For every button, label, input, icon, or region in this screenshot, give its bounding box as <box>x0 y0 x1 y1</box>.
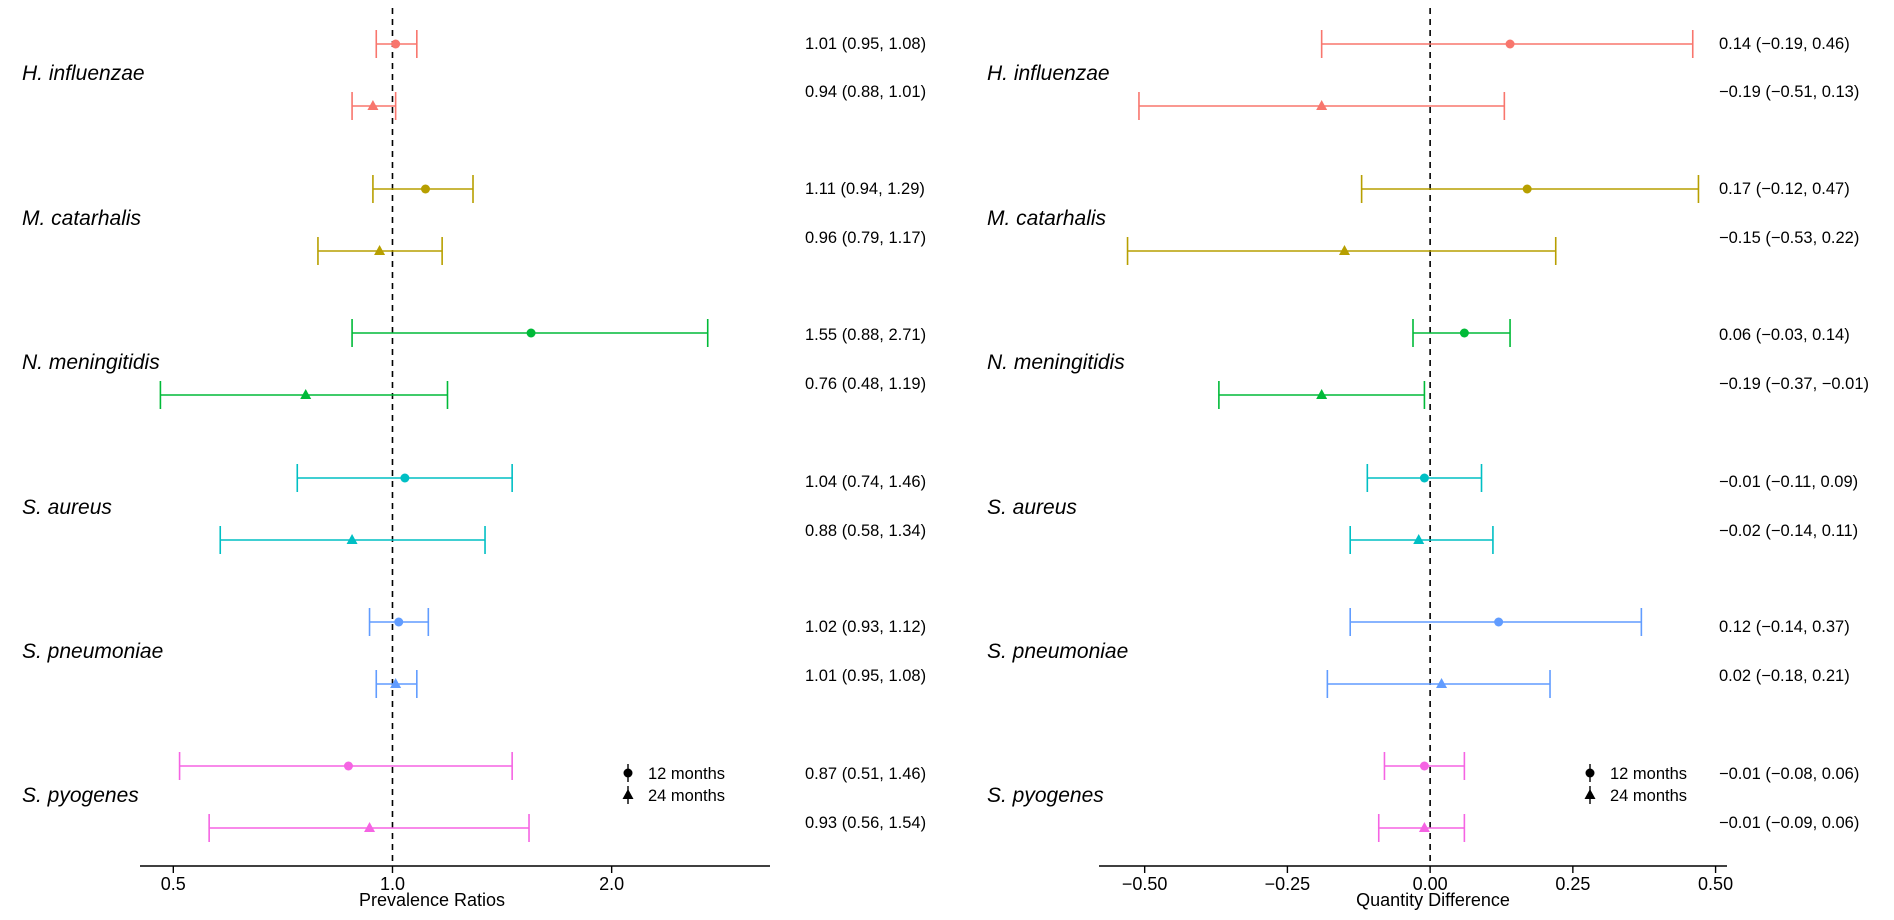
organism-label: N. meningitidis <box>987 351 1125 374</box>
point-estimate-circle <box>1522 184 1532 194</box>
estimate-annotation: 0.17 (−0.12, 0.47) <box>1719 180 1850 198</box>
estimate-annotation: 0.12 (−0.14, 0.37) <box>1719 618 1850 636</box>
estimate-annotation: −0.19 (−0.37, −0.01) <box>1719 375 1869 393</box>
legend-circle-marker <box>1585 768 1595 778</box>
organism-label: H. influenzae <box>987 62 1110 85</box>
point-estimate-circle <box>343 761 353 771</box>
estimate-annotation: 0.94 (0.88, 1.01) <box>805 83 926 101</box>
point-estimate-circle <box>394 617 404 627</box>
x-tick-label: −0.25 <box>1265 874 1311 894</box>
organism-label: M. catarhalis <box>22 207 142 230</box>
point-estimate-triangle <box>1436 678 1448 688</box>
estimate-annotation: 0.02 (−0.18, 0.21) <box>1719 667 1850 685</box>
point-estimate-triangle <box>1338 245 1350 255</box>
organism-label: H. influenzae <box>22 62 145 85</box>
estimate-annotation: −0.02 (−0.14, 0.11) <box>1719 522 1858 540</box>
estimate-annotation: 1.02 (0.93, 1.12) <box>805 618 926 636</box>
point-estimate-circle <box>391 39 401 49</box>
point-estimate-triangle <box>346 534 358 544</box>
point-estimate-triangle <box>367 100 379 110</box>
point-estimate-circle <box>1494 617 1504 627</box>
point-estimate-circle <box>420 184 430 194</box>
point-estimate-triangle <box>300 389 312 399</box>
estimate-annotation: 0.88 (0.58, 1.34) <box>805 522 926 540</box>
estimate-annotation: 0.93 (0.56, 1.54) <box>805 814 926 832</box>
legend-label-24-months: 24 months <box>648 787 725 805</box>
point-estimate-circle <box>1419 761 1429 771</box>
point-estimate-triangle <box>1316 389 1328 399</box>
x-tick-label: 0.00 <box>1413 874 1448 894</box>
point-estimate-triangle <box>374 245 386 255</box>
organism-label: M. catarhalis <box>987 207 1107 230</box>
estimate-annotation: −0.01 (−0.11, 0.09) <box>1719 473 1858 491</box>
estimate-annotation: 0.96 (0.79, 1.17) <box>805 229 926 247</box>
point-estimate-circle <box>400 473 410 483</box>
x-tick-label: 0.50 <box>1698 874 1733 894</box>
estimate-annotation: 1.04 (0.74, 1.46) <box>805 473 926 491</box>
x-axis-title: Quantity Difference <box>1356 890 1510 910</box>
x-axis-title: Prevalence Ratios <box>359 890 505 910</box>
estimate-annotation: 0.06 (−0.03, 0.14) <box>1719 326 1850 344</box>
estimate-annotation: −0.19 (−0.51, 0.13) <box>1719 83 1859 101</box>
organism-label: S. aureus <box>987 496 1077 519</box>
organism-label: N. meningitidis <box>22 351 160 374</box>
point-estimate-circle <box>1459 328 1469 338</box>
x-tick-label: 1.0 <box>380 874 405 894</box>
estimate-annotation: 0.14 (−0.19, 0.46) <box>1719 35 1850 53</box>
legend-label-12-months: 12 months <box>648 765 725 783</box>
legend-triangle-marker <box>1584 789 1596 799</box>
estimate-annotation: 1.55 (0.88, 2.71) <box>805 326 926 344</box>
estimate-annotation: 1.11 (0.94, 1.29) <box>805 180 925 198</box>
x-tick-label: 2.0 <box>599 874 624 894</box>
estimate-annotation: −0.01 (−0.08, 0.06) <box>1719 765 1859 783</box>
legend-circle-marker <box>623 768 633 778</box>
organism-label: S. aureus <box>22 496 112 519</box>
x-tick-label: 0.5 <box>161 874 186 894</box>
estimate-annotation: 1.01 (0.95, 1.08) <box>805 667 926 685</box>
estimate-annotation: 0.76 (0.48, 1.19) <box>805 375 926 393</box>
estimate-annotation: 1.01 (0.95, 1.08) <box>805 35 926 53</box>
point-estimate-triangle <box>1316 100 1328 110</box>
estimate-annotation: −0.15 (−0.53, 0.22) <box>1719 229 1859 247</box>
organism-label: S. pyogenes <box>22 784 139 807</box>
point-estimate-circle <box>526 328 536 338</box>
organism-label: S. pneumoniae <box>987 640 1128 663</box>
x-tick-label: −0.50 <box>1122 874 1168 894</box>
point-estimate-circle <box>1505 39 1515 49</box>
legend-label-12-months: 12 months <box>1610 765 1687 783</box>
point-estimate-circle <box>1419 473 1429 483</box>
legend-label-24-months: 24 months <box>1610 787 1687 805</box>
x-tick-label: 0.25 <box>1555 874 1590 894</box>
organism-label: S. pyogenes <box>987 784 1104 807</box>
point-estimate-triangle <box>364 822 376 832</box>
organism-label: S. pneumoniae <box>22 640 163 663</box>
point-estimate-triangle <box>390 678 402 688</box>
estimate-annotation: 0.87 (0.51, 1.46) <box>805 765 926 783</box>
point-estimate-triangle <box>1413 534 1425 544</box>
estimate-annotation: −0.01 (−0.09, 0.06) <box>1719 814 1859 832</box>
point-estimate-triangle <box>1418 822 1430 832</box>
legend-triangle-marker <box>622 789 634 799</box>
